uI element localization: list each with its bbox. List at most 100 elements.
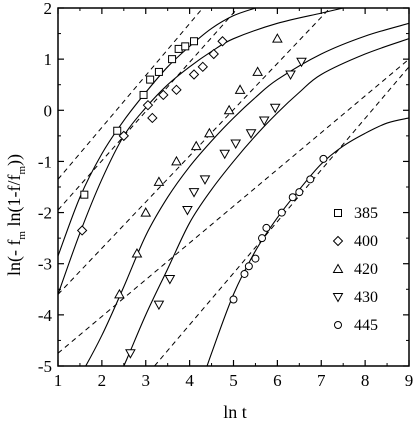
legend-marker-400 <box>332 235 344 247</box>
data-point-445 <box>306 175 315 184</box>
data-point-420 <box>234 84 246 94</box>
plot-frame <box>57 7 410 367</box>
fit-curve-445 <box>206 117 409 366</box>
data-point-385 <box>181 42 190 51</box>
data-point-400 <box>158 89 169 101</box>
dashed-line-430 <box>58 58 409 354</box>
data-point-400 <box>197 61 208 73</box>
x-tick-label: 4 <box>185 371 194 390</box>
y-tick-label: 2 <box>44 0 53 18</box>
y-tick-label: -2 <box>38 204 52 223</box>
data-point-430 <box>230 139 242 150</box>
legend: 385 400 420 430 445 <box>332 205 378 334</box>
y-tick-label: 0 <box>44 101 53 120</box>
ticks-layer <box>57 7 410 367</box>
legend-label-400: 400 <box>354 233 378 250</box>
x-tick-label: 1 <box>54 371 63 390</box>
data-point-430 <box>125 349 136 359</box>
data-point-400 <box>208 48 219 60</box>
data-point-420 <box>153 176 165 186</box>
y-tick-label: -3 <box>38 255 52 274</box>
legend-label-445: 445 <box>354 317 378 334</box>
y-label-part-1: ln(- f <box>4 240 25 276</box>
data-point-420 <box>272 33 283 43</box>
y-tick-label: -4 <box>38 306 53 325</box>
x-tick-label: 7 <box>317 371 326 390</box>
data-point-430 <box>269 103 281 114</box>
data-point-430 <box>164 275 176 285</box>
dashed-lines-layer <box>58 8 409 366</box>
data-point-430 <box>258 116 270 127</box>
legend-marker-445 <box>334 321 342 329</box>
data-point-385 <box>113 126 122 135</box>
x-tick-label: 5 <box>229 371 238 390</box>
y-axis-label: ln(- fm ln(1-f/fm)) <box>4 154 28 276</box>
data-point-420 <box>252 66 263 76</box>
data-point-445 <box>258 234 267 243</box>
data-point-445 <box>288 193 297 202</box>
data-point-420 <box>190 140 202 151</box>
data-point-445 <box>295 188 304 197</box>
y-label-sub-2: m <box>16 166 28 175</box>
data-point-445 <box>240 269 249 278</box>
data-point-445 <box>251 254 260 263</box>
data-point-445 <box>277 208 286 217</box>
data-point-430 <box>285 70 296 81</box>
data-point-400 <box>76 225 88 236</box>
legend-marker-385 <box>334 209 342 217</box>
data-point-385 <box>146 75 155 84</box>
x-axis-label: ln t <box>223 402 247 422</box>
x-tick-label: 9 <box>405 371 414 390</box>
data-point-430 <box>296 57 307 68</box>
fit-curve-385 <box>58 8 256 257</box>
data-point-430 <box>188 188 200 198</box>
x-tick-label: 6 <box>273 371 282 390</box>
x-tick-label: 3 <box>142 371 151 390</box>
data-point-400 <box>118 130 130 142</box>
data-point-420 <box>114 288 125 299</box>
data-point-420 <box>204 127 215 138</box>
legend-label-385: 385 <box>354 205 378 222</box>
data-point-445 <box>229 295 238 304</box>
data-point-420 <box>131 247 143 258</box>
y-label-sub-1: m <box>16 231 28 240</box>
data-point-400 <box>147 112 158 124</box>
data-point-385 <box>168 55 177 64</box>
data-point-400 <box>217 36 228 47</box>
data-point-430 <box>153 300 165 311</box>
dashed-line-385 <box>58 8 204 180</box>
y-label-part-2: ln(1-f/f <box>4 175 25 231</box>
legend-marker-430 <box>332 293 344 303</box>
data-point-430 <box>182 206 193 216</box>
data-point-400 <box>142 99 154 111</box>
fit-curve-430 <box>123 38 409 366</box>
y-tick-label: -1 <box>38 152 52 171</box>
data-point-400 <box>188 69 200 80</box>
legend-label-420: 420 <box>354 261 378 278</box>
data-point-385 <box>174 44 183 53</box>
x-tick-label: 2 <box>98 371 107 390</box>
legend-label-430: 430 <box>354 289 378 306</box>
data-point-420 <box>171 155 182 166</box>
y-tick-label: 1 <box>44 50 53 69</box>
data-point-445 <box>244 262 253 271</box>
data-point-385 <box>80 190 89 199</box>
data-point-430 <box>219 149 231 160</box>
data-point-445 <box>319 154 328 163</box>
data-point-385 <box>139 90 148 99</box>
fit-curve-400 <box>58 8 344 295</box>
y-tick-label: -5 <box>38 357 52 376</box>
data-point-430 <box>245 129 257 139</box>
legend-marker-420 <box>332 263 344 273</box>
data-point-420 <box>223 104 235 115</box>
data-point-385 <box>190 37 199 46</box>
x-tick-label: 8 <box>361 371 370 390</box>
dashed-line-445 <box>154 66 409 366</box>
data-point-420 <box>140 207 152 217</box>
data-point-400 <box>171 84 182 96</box>
y-label-part-3: )) <box>4 154 25 166</box>
data-point-445 <box>262 223 271 232</box>
data-point-430 <box>199 175 211 185</box>
data-point-385 <box>154 67 163 76</box>
